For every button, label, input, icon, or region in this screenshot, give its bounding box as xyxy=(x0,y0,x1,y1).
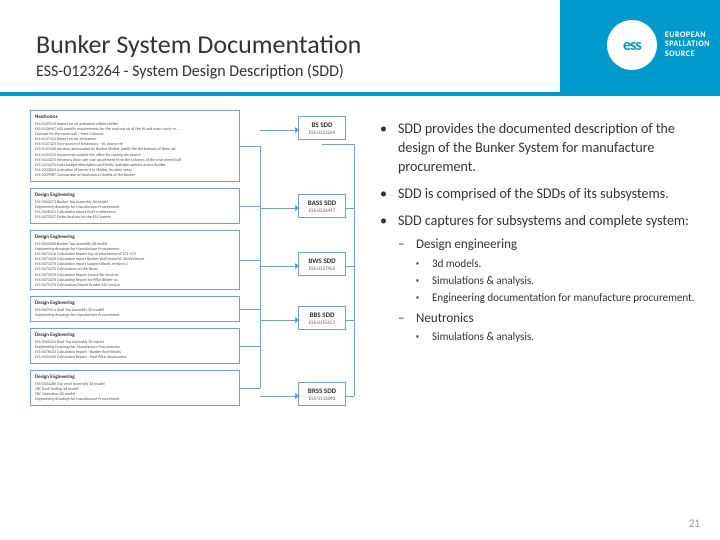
slide-number: 21 xyxy=(689,517,700,530)
bullet: SDD provides the documented description … xyxy=(380,120,700,177)
logo-line: SOURCE xyxy=(665,50,710,60)
doc-box: NeutronicsESS-0125516 Report on air acti… xyxy=(30,110,240,182)
sub2-bullet: Engineering documentation for manufactur… xyxy=(416,291,700,306)
doc-box: Design EngineeringESS-0034286 Top Level … xyxy=(30,370,240,406)
sdd-box: BWS SDDESS-0127450 xyxy=(298,252,346,276)
sdd-diagram: NeutronicsESS-0125516 Report on air acti… xyxy=(30,110,360,530)
logo-text: EUROPEAN SPALLATION SOURCE xyxy=(665,31,710,60)
sub2-bullet: 3d models. xyxy=(416,257,700,272)
header-divider xyxy=(0,92,720,96)
page-subtitle: ESS-0123264 - System Design Description … xyxy=(36,62,344,81)
sub-bullet: Design engineering 3d models. Simulation… xyxy=(398,236,700,305)
sdd-box: BBS SDDESS-0155651 xyxy=(298,306,346,330)
sdd-box: BRSS SDDESS-0133640 xyxy=(298,382,346,406)
bullet: SDD captures for subsystems and complete… xyxy=(380,212,700,345)
sdd-box: BASS SDDESS-0126447 xyxy=(298,194,346,218)
bullet-text: SDD captures for subsystems and complete… xyxy=(398,212,689,229)
sub2-bullet: Simulations & analysis. xyxy=(416,330,700,345)
sdd-box: BS SDDESS-0123264 xyxy=(298,116,346,140)
doc-box: Design EngineeringESS-0042073 Bunker Top… xyxy=(30,188,240,224)
content-panel: SDD provides the documented description … xyxy=(380,120,700,353)
header-band: Bunker System Documentation ESS-0123264 … xyxy=(0,0,720,92)
page-title: Bunker System Documentation xyxy=(36,28,361,60)
sub2-bullet: Simulations & analysis. xyxy=(416,274,700,289)
logo-mark: ess xyxy=(607,20,657,70)
sub-bullet-text: Neutronics xyxy=(416,311,474,326)
logo: ess EUROPEAN SPALLATION SOURCE xyxy=(607,20,710,70)
sub-bullet-text: Design engineering xyxy=(416,237,517,252)
bullet: SDD is comprised of the SDDs of its subs… xyxy=(380,185,700,204)
doc-box: Design EngineeringESS-0042066 Bunker Top… xyxy=(30,230,240,290)
sub-bullet: Neutronics Simulations & analysis. xyxy=(398,310,700,345)
doc-box: Design EngineeringESS-0000124 Roof Top A… xyxy=(30,328,240,364)
doc-box: Design EngineeringESS-0055311 Wall Top A… xyxy=(30,296,240,322)
